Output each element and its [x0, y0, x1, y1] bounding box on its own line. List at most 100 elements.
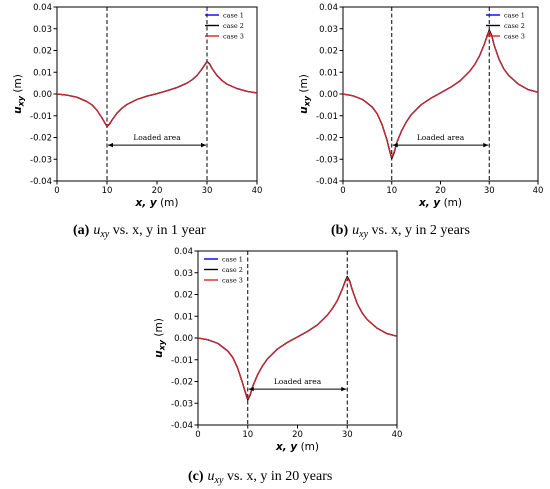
x-tick-label: 20 [435, 186, 446, 196]
y-tick-label: -0.04 [171, 421, 193, 431]
y-tick-label: -0.03 [171, 399, 193, 409]
x-axis-title: x, y (m) [275, 441, 319, 453]
x-axis-title: x, y (m) [134, 197, 178, 209]
y-axis-title: uxy (m) [12, 74, 26, 114]
y-axis-title-var: u [153, 350, 165, 358]
y-tick-label: 0.03 [33, 25, 52, 35]
caption-sub: xy [99, 229, 109, 240]
y-tick-label: -0.01 [171, 356, 193, 366]
y-axis-title-var: u [298, 106, 310, 114]
arrowhead-left [248, 386, 254, 392]
series-line-3 [56, 61, 258, 127]
y-tick-label: 0.02 [319, 47, 338, 57]
x-tick-label: 30 [202, 186, 213, 196]
legend-label-3: case 3 [504, 32, 525, 40]
x-tick-label: 40 [392, 430, 403, 440]
y-tick-label: 0.04 [319, 3, 338, 13]
legend-label-2: case 2 [223, 22, 244, 30]
loaded-area-label: Loaded area [133, 133, 181, 142]
x-tick-label: 0 [195, 430, 200, 440]
x-axis-title-var: x, y [275, 441, 298, 453]
panel-caption: (b) uxy vs. x, y in 2 years [331, 223, 470, 240]
y-tick-label: 0.02 [33, 47, 52, 57]
arrowhead-right [483, 142, 489, 148]
chart-panel-b: -0.04 -0.03 -0.02 -0.01 0.00 0.01 0.02 0.03 0.04… [298, 3, 543, 240]
y-tick-label: -0.03 [30, 155, 52, 165]
x-axis-title-unit: (m) [157, 197, 179, 209]
y-axis-title-unit: (m) [153, 318, 165, 340]
y-tick-label: 0.03 [174, 269, 193, 279]
caption-var: u [93, 223, 100, 238]
loaded-area-label: Loaded area [274, 377, 322, 386]
panel-caption: (a) uxy vs. x, y in 1 year [73, 223, 206, 240]
arrowhead-left [108, 142, 113, 148]
y-tick-label: 0.00 [319, 90, 338, 100]
legend-label-2: case 2 [504, 22, 525, 30]
legend-label-2: case 2 [222, 266, 243, 274]
y-tick-label: 0.04 [33, 3, 52, 13]
x-tick-label: 0 [340, 186, 345, 196]
y-tick-label: -0.02 [171, 378, 193, 388]
y-tick-label: -0.04 [30, 177, 52, 187]
x-tick-label: 10 [386, 186, 397, 196]
caption-label: (b) [331, 223, 348, 238]
x-tick-label: 40 [533, 186, 544, 196]
caption-label: (a) [73, 223, 90, 238]
y-axis-title-var: u [12, 106, 24, 114]
x-axis-title-unit: (m) [440, 197, 462, 209]
legend-label-3: case 3 [223, 32, 244, 40]
y-tick-label: 0.00 [33, 90, 52, 100]
loaded-area-label: Loaded area [417, 133, 465, 142]
series-line-3 [197, 277, 398, 400]
y-tick-label: 0.03 [319, 25, 338, 35]
chart-panel-c: -0.04 -0.03 -0.02 -0.01 0.00 0.01 0.02 0.03 0.04… [153, 247, 402, 486]
x-axis-title-unit: (m) [297, 441, 319, 453]
chart-panel-a: -0.04 -0.03 -0.02 -0.01 0.00 0.01 0.02 0.03 0.04… [12, 3, 262, 240]
series-line-3 [342, 30, 539, 158]
panel-caption: (c) uxy vs. x, y in 20 years [188, 469, 332, 486]
y-tick-label: 0.01 [174, 312, 193, 322]
caption-label: (c) [188, 469, 204, 484]
legend-label-1: case 1 [223, 11, 244, 19]
x-tick-label: 10 [102, 186, 113, 196]
legend-label-1: case 1 [504, 11, 525, 19]
legend-label-3: case 3 [222, 276, 243, 284]
y-tick-label: 0.02 [174, 291, 193, 301]
caption-sub: xy [214, 475, 224, 486]
y-axis-title-unit: (m) [12, 74, 24, 96]
arrowhead-right [341, 386, 347, 392]
caption-tail: vs. x, y in 2 years [368, 223, 470, 238]
y-tick-label: -0.03 [316, 155, 338, 165]
y-tick-label: -0.01 [316, 112, 338, 122]
x-tick-label: 10 [242, 430, 253, 440]
x-tick-label: 20 [292, 430, 303, 440]
x-tick-label: 30 [484, 186, 495, 196]
y-tick-label: -0.02 [30, 134, 52, 144]
y-axis-title-sub: xy [158, 339, 167, 351]
y-tick-label: 0.01 [33, 68, 52, 78]
y-tick-label: -0.02 [316, 134, 338, 144]
x-axis-title-var: x, y [134, 197, 157, 209]
x-tick-label: 30 [342, 430, 353, 440]
caption-var: u [208, 469, 215, 484]
y-axis-title-sub: xy [303, 95, 312, 107]
caption-tail: vs. x, y in 1 year [109, 223, 206, 238]
x-axis-title: x, y (m) [418, 197, 462, 209]
y-axis-title-sub: xy [17, 95, 26, 107]
y-tick-label: -0.04 [316, 177, 338, 187]
arrowhead-right [201, 142, 206, 148]
y-axis-title-unit: (m) [298, 74, 310, 96]
x-tick-label: 0 [54, 186, 59, 196]
x-axis-title-var: x, y [418, 197, 441, 209]
y-axis-title: uxy (m) [298, 74, 312, 114]
y-tick-label: 0.01 [319, 68, 338, 78]
caption-tail: vs. x, y in 20 years [223, 469, 332, 484]
y-tick-label: 0.00 [174, 334, 193, 344]
x-tick-label: 40 [252, 186, 263, 196]
x-tick-label: 20 [152, 186, 163, 196]
y-tick-label: 0.04 [174, 247, 193, 257]
caption-var: u [352, 223, 359, 238]
caption-sub: xy [358, 229, 368, 240]
arrowhead-left [392, 142, 398, 148]
